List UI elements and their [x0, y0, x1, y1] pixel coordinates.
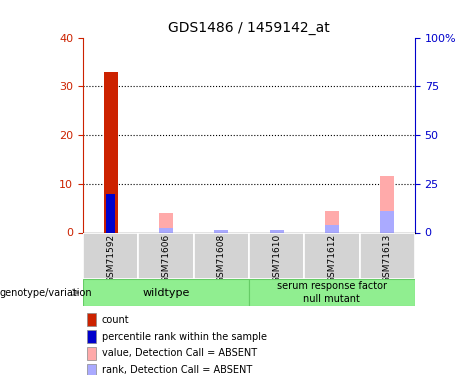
Text: GSM71612: GSM71612 [327, 234, 337, 283]
Bar [87, 363, 96, 375]
Bar [159, 228, 173, 232]
Bar [106, 194, 115, 232]
Bar [380, 177, 394, 232]
Bar [380, 211, 394, 232]
Bar [87, 346, 96, 360]
Text: GSM71606: GSM71606 [161, 234, 171, 283]
Bar [138, 232, 194, 279]
Text: GSM71613: GSM71613 [383, 234, 392, 283]
Bar [87, 330, 96, 343]
Text: value, Detection Call = ABSENT: value, Detection Call = ABSENT [102, 348, 257, 358]
Bar [159, 213, 173, 232]
Text: percentile rank within the sample: percentile rank within the sample [102, 332, 267, 342]
Bar [87, 313, 96, 326]
Text: serum response factor
null mutant: serum response factor null mutant [277, 281, 387, 304]
Bar [214, 230, 228, 232]
Bar [194, 232, 249, 279]
Bar [360, 232, 415, 279]
Bar [249, 279, 415, 306]
Text: GSM71608: GSM71608 [217, 234, 226, 283]
Text: count: count [102, 315, 130, 325]
Bar [270, 230, 284, 232]
Bar [249, 232, 304, 279]
Text: wildtype: wildtype [142, 288, 189, 297]
Bar [83, 279, 249, 306]
Bar [104, 72, 118, 232]
Title: GDS1486 / 1459142_at: GDS1486 / 1459142_at [168, 21, 330, 35]
Text: rank, Detection Call = ABSENT: rank, Detection Call = ABSENT [102, 365, 252, 375]
Bar [325, 211, 339, 232]
Text: GSM71592: GSM71592 [106, 234, 115, 283]
Text: GSM71610: GSM71610 [272, 234, 281, 283]
Text: genotype/variation: genotype/variation [0, 288, 93, 297]
Bar [325, 225, 339, 232]
Bar [104, 230, 118, 232]
Bar [304, 232, 360, 279]
Bar [83, 232, 138, 279]
